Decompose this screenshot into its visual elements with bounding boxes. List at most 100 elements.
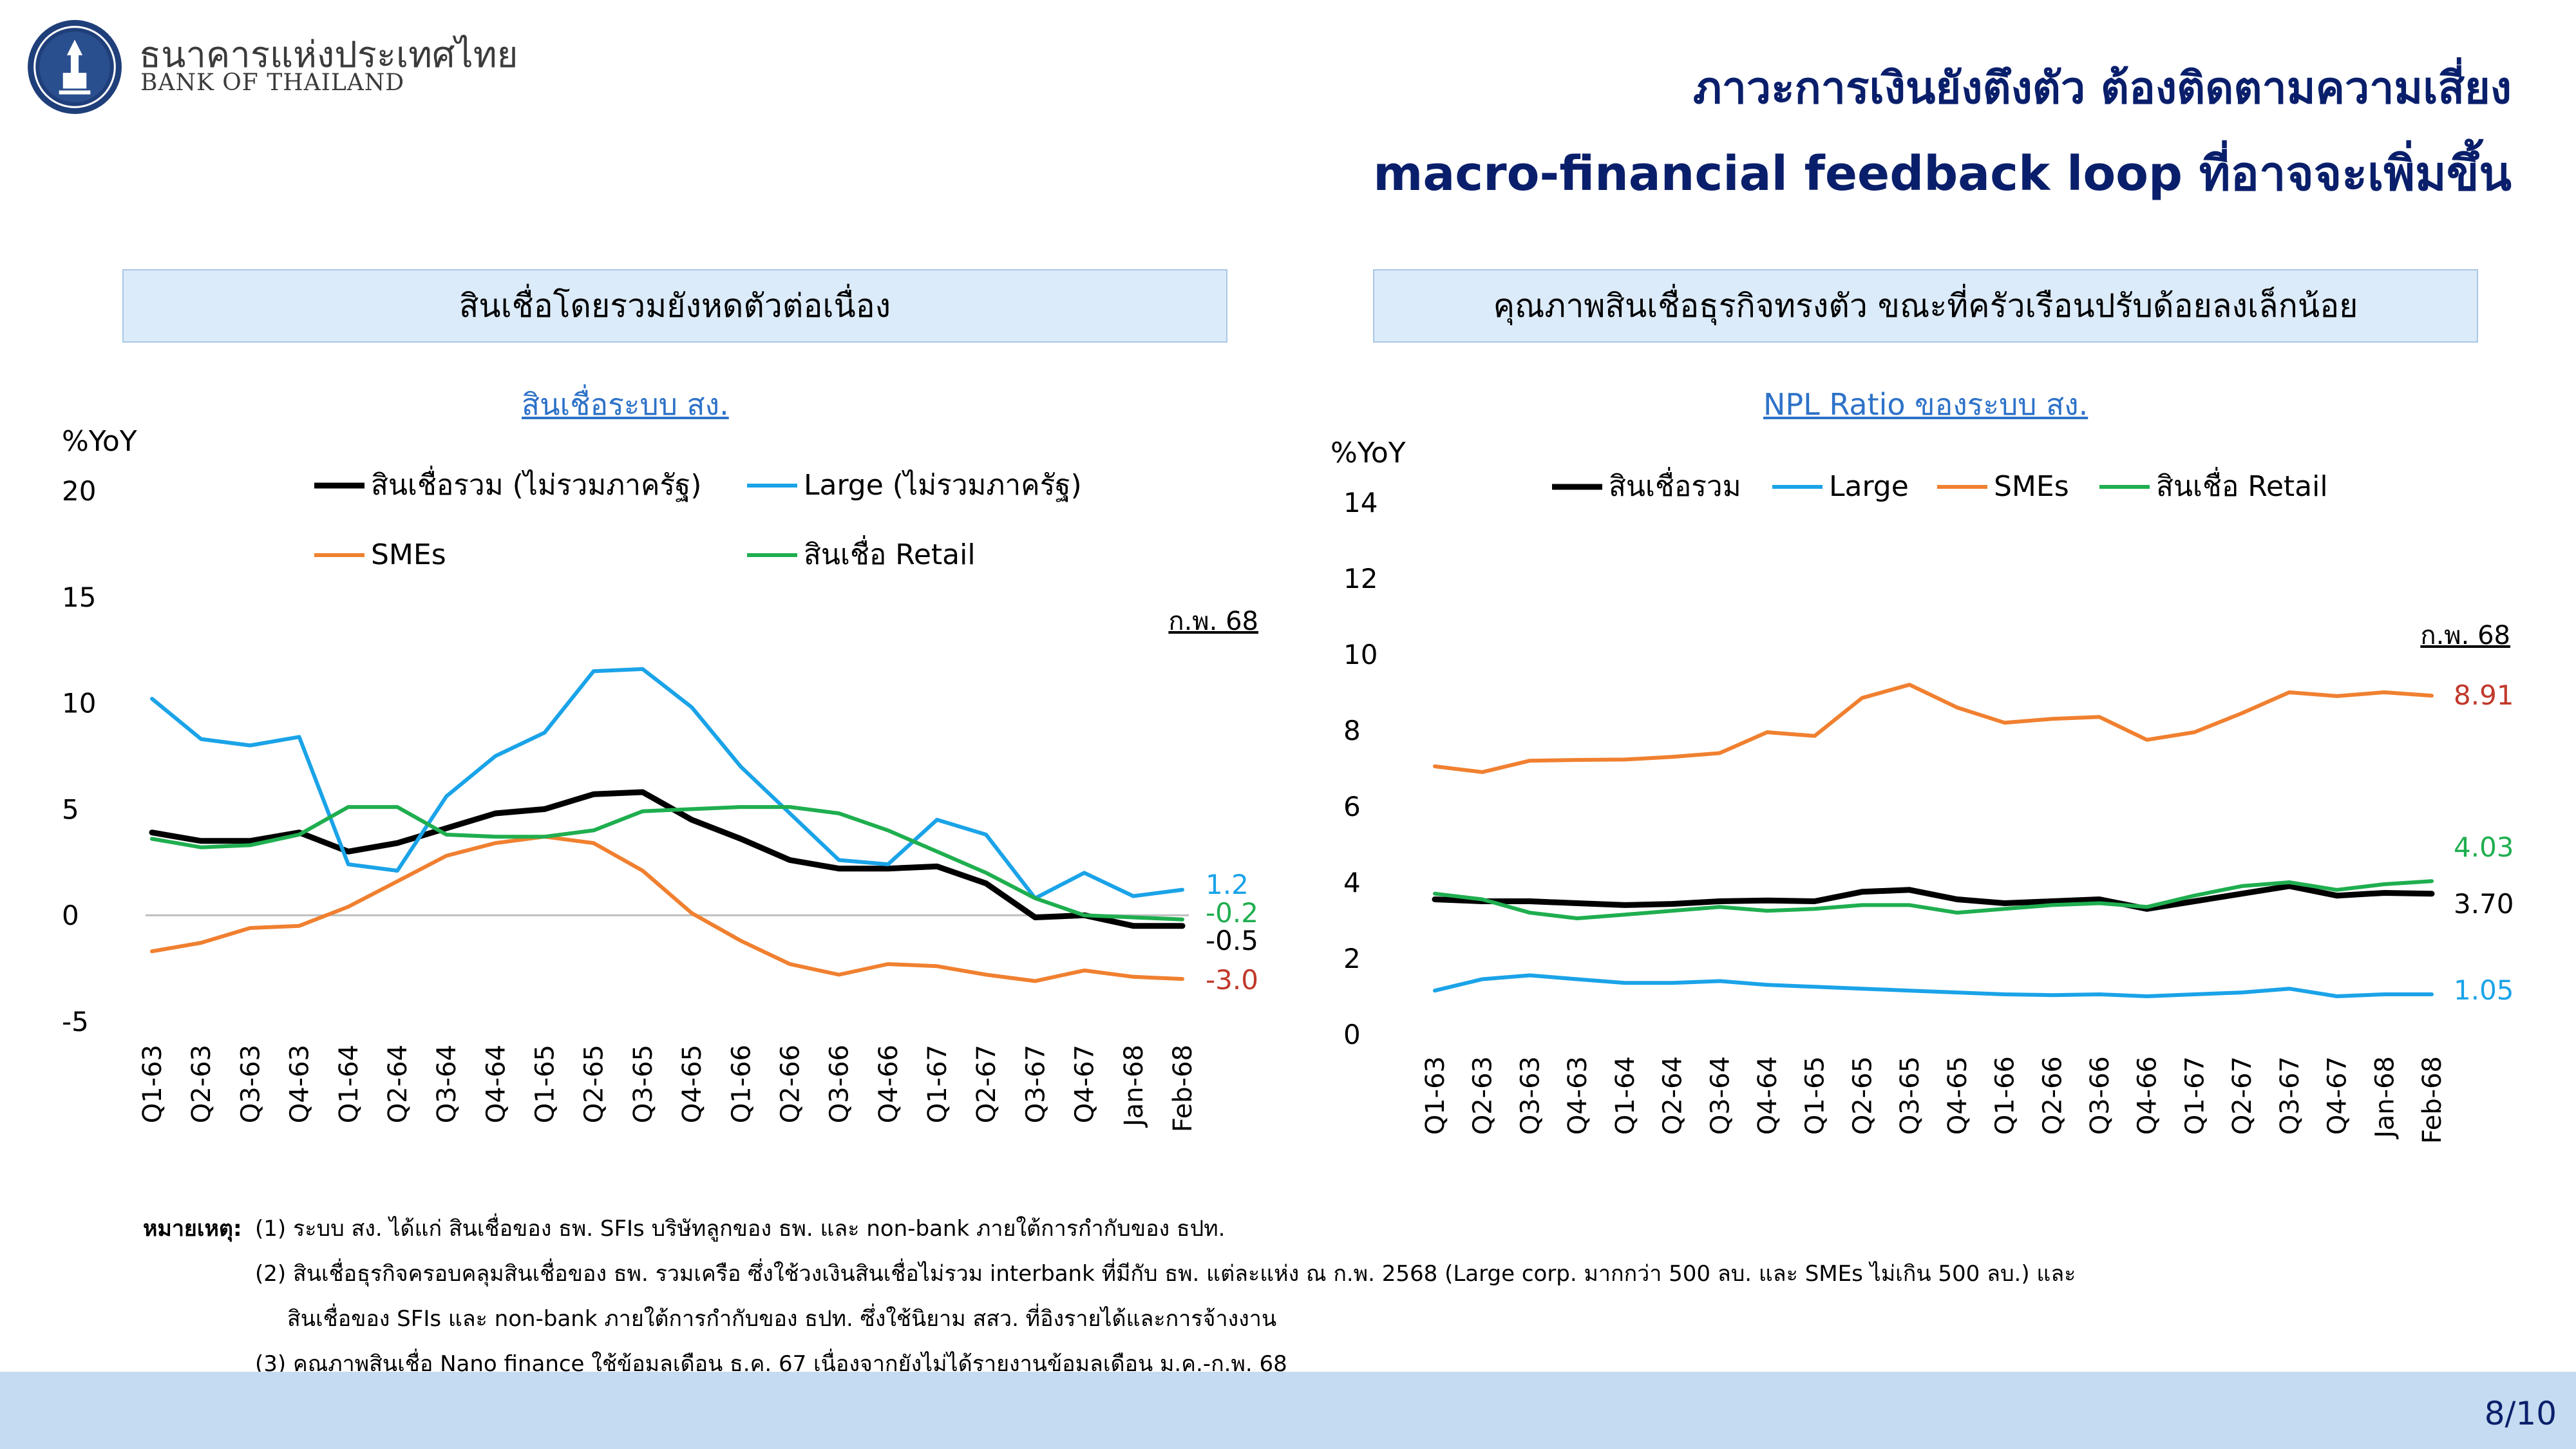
- note-1: (1) ระบบ สง. ได้แก่ สินเชื่อของ ธพ. SFIs…: [255, 1216, 1226, 1242]
- right-y-tick-label: 0: [1343, 1019, 1361, 1050]
- right-end-label-0: 3.70: [2454, 888, 2514, 920]
- left-y-unit-label: %YoY: [62, 425, 137, 458]
- left-x-tick-label: Q2-65: [580, 1045, 609, 1123]
- right-x-tick-label: Q3-63: [1515, 1056, 1545, 1135]
- left-x-tick-label: Q3-64: [432, 1045, 462, 1123]
- left-series-line-1: [150, 667, 1184, 900]
- brand-thai: ธนาคารแห่งประเทศไทย: [139, 34, 518, 76]
- left-x-tick-label: Q3-66: [825, 1045, 855, 1123]
- left-panel-header: สินเชื่อโดยรวมยังหดตัวต่อเนื่อง: [122, 269, 1227, 343]
- right-y-tick-label: 8: [1343, 715, 1361, 746]
- right-x-tick-label: Q1-63: [1421, 1056, 1450, 1135]
- right-y-tick-label: 6: [1343, 791, 1361, 822]
- page-number: 8/10: [2484, 1395, 2557, 1432]
- right-series-line-3: [1433, 879, 2434, 920]
- right-y-tick-label: 12: [1343, 563, 1378, 594]
- left-x-tick-label: Q3-65: [629, 1045, 658, 1123]
- right-legend-label-2: SMEs: [1994, 470, 2069, 503]
- right-y-tick-label: 10: [1343, 639, 1378, 670]
- right-x-tick-label: Jan-68: [2370, 1056, 2400, 1140]
- left-legend-label-3: สินเชื่อ Retail: [804, 535, 976, 571]
- left-series-line-0: [149, 789, 1186, 929]
- left-x-tick-label: Q1-64: [334, 1045, 364, 1123]
- right-y-tick-label: 4: [1343, 867, 1361, 898]
- right-x-tick-label: Q4-64: [1753, 1056, 1783, 1135]
- left-x-tick-label: Q3-63: [236, 1045, 265, 1123]
- right-series-line-0: [1432, 883, 2435, 912]
- right-x-tick-label: Feb-68: [2418, 1056, 2447, 1144]
- left-x-tick-label: Jan-68: [1119, 1045, 1149, 1128]
- right-x-tick-label: Q1-64: [1611, 1056, 1640, 1135]
- note-2a: (2) สินเชื่อธุรกิจครอบคลุมสินเชื่อของ ธพ…: [255, 1261, 2076, 1287]
- right-panel-header: คุณภาพสินเชื่อธุรกิจทรงตัว ขณะที่ครัวเรื…: [1373, 269, 2478, 343]
- bank-seal-logo: [28, 20, 122, 114]
- left-end-label-0: -0.5: [1206, 925, 1258, 956]
- page-title-line-2: macro-financial feedback loop ที่อาจจะเพ…: [1373, 146, 2512, 202]
- right-x-tick-label: Q2-63: [1468, 1056, 1498, 1135]
- right-end-label-2: 8.91: [2454, 679, 2514, 711]
- right-y-tick-label: 14: [1343, 487, 1378, 518]
- left-x-tick-label: Q4-67: [1070, 1045, 1100, 1123]
- right-panel-header-text: คุณภาพสินเชื่อธุรกิจทรงตัว ขณะที่ครัวเรื…: [1493, 287, 2358, 325]
- right-x-tick-label: Q3-64: [1705, 1056, 1735, 1135]
- left-x-tick-label: Q4-63: [285, 1045, 315, 1123]
- left-x-tick-label: Q3-67: [1021, 1045, 1050, 1123]
- left-series-line-3: [150, 805, 1184, 922]
- left-legend-label-1: Large (ไม่รวมภาครัฐ): [804, 469, 1082, 502]
- left-end-label-2: -3.0: [1206, 964, 1258, 996]
- right-x-tick-label: Q1-67: [2180, 1056, 2210, 1135]
- right-y-tick-label: 2: [1343, 943, 1361, 974]
- right-x-tick-label: Q1-66: [1991, 1056, 2020, 1135]
- left-x-tick-label: Q1-63: [138, 1045, 167, 1123]
- right-x-tick-label: Q2-67: [2228, 1056, 2257, 1135]
- right-y-unit-label: %YoY: [1331, 437, 1406, 469]
- left-end-label-3: -0.2: [1206, 897, 1258, 929]
- left-y-tick-label: 5: [62, 793, 79, 825]
- left-y-tick-label: 10: [62, 688, 96, 719]
- right-x-tick-label: Q1-65: [1801, 1056, 1830, 1135]
- right-x-tick-label: Q4-67: [2323, 1056, 2353, 1135]
- right-x-tick-label: Q4-63: [1563, 1056, 1593, 1135]
- right-x-tick-label: Q3-67: [2275, 1056, 2305, 1135]
- left-x-tick-label: Q2-64: [383, 1045, 413, 1123]
- left-x-tick-label: Q4-64: [481, 1045, 511, 1123]
- left-end-label-1: 1.2: [1206, 869, 1249, 900]
- right-annotation: ก.พ. 68: [2420, 621, 2510, 650]
- left-x-tick-label: Q2-63: [187, 1045, 216, 1123]
- right-legend-label-3: สินเชื่อ Retail: [2156, 466, 2328, 503]
- left-legend-label-2: SMEs: [371, 538, 446, 571]
- left-y-tick-label: -5: [62, 1006, 89, 1037]
- left-panel-header-text: สินเชื่อโดยรวมยังหดตัวต่อเนื่อง: [459, 287, 891, 325]
- page-title-line-1: ภาวะการเงินยังตึงตัว ต้องติดตามความเสี่ย…: [1692, 63, 2512, 114]
- brand-english: BANK OF THAILAND: [140, 70, 405, 96]
- left-x-tick-label: Q2-66: [775, 1045, 805, 1123]
- left-x-tick-label: Q1-67: [923, 1045, 952, 1123]
- right-x-tick-label: Q4-65: [1943, 1056, 1973, 1135]
- left-x-tick-label: Q1-66: [726, 1045, 756, 1123]
- right-end-label-3: 4.03: [2454, 831, 2514, 863]
- right-chart-title: NPL Ratio ของระบบ สง.: [1763, 387, 2088, 422]
- right-legend-label-1: Large: [1829, 470, 1909, 503]
- right-x-tick-label: Q3-66: [2085, 1056, 2115, 1135]
- left-legend-label-0: สินเชื่อรวม (ไม่รวมภาครัฐ): [371, 465, 701, 502]
- right-x-tick-label: Q2-65: [1848, 1056, 1877, 1135]
- left-x-tick-label: Q4-65: [677, 1045, 707, 1123]
- right-series-line-2: [1433, 683, 2434, 774]
- left-chart-title: สินเชื่อระบบ สง.: [522, 387, 729, 422]
- left-y-tick-label: 15: [62, 582, 96, 613]
- right-x-tick-label: Q4-66: [2133, 1056, 2163, 1135]
- right-x-tick-label: Q2-64: [1658, 1056, 1688, 1135]
- right-series-line-1: [1433, 973, 2434, 998]
- footer-bar: [0, 1372, 2576, 1449]
- left-x-tick-label: Feb-68: [1168, 1045, 1198, 1132]
- note-2b: สินเชื่อของ SFIs และ non-bank ภายใต้การก…: [287, 1306, 1277, 1332]
- left-y-tick-label: 0: [62, 900, 79, 931]
- right-legend-label-0: สินเชื่อรวม: [1609, 466, 1741, 503]
- right-x-tick-label: Q3-65: [1895, 1056, 1925, 1135]
- left-x-tick-label: Q1-65: [531, 1045, 560, 1123]
- left-annotation: ก.พ. 68: [1168, 607, 1258, 636]
- left-y-tick-label: 20: [62, 475, 96, 507]
- notes-label: หมายเหตุ:: [143, 1211, 242, 1245]
- right-x-tick-label: Q2-66: [2038, 1056, 2067, 1135]
